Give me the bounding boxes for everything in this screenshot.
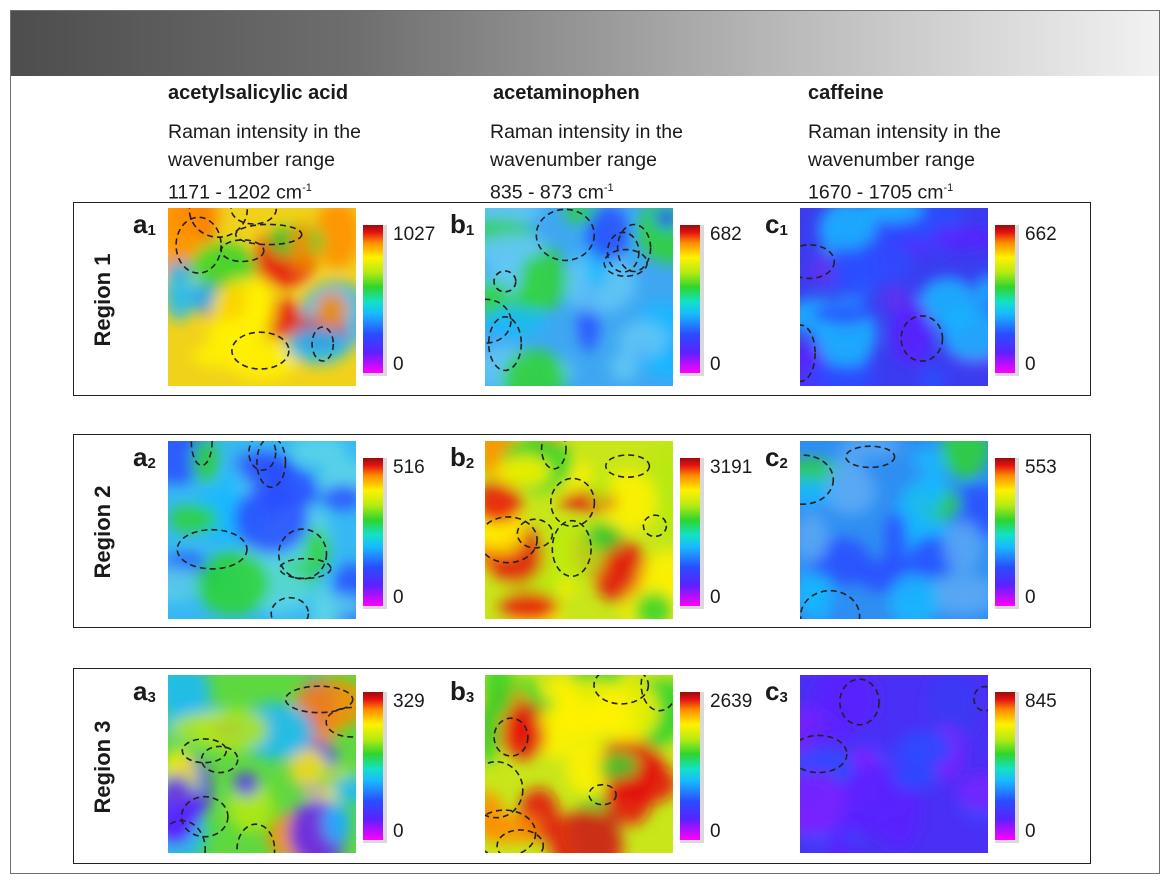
colorbar	[680, 225, 704, 376]
colorbar-max-label: 682	[710, 224, 742, 245]
colorbar	[363, 692, 387, 843]
panel-label-a3: a3	[133, 676, 156, 706]
wavenumber-range: 835 - 873 cm-1	[490, 181, 614, 204]
description-line: wavenumber range	[490, 149, 657, 171]
column-title-caffeine: caffeine	[808, 82, 884, 104]
colorbar	[363, 225, 387, 376]
region-box-3	[73, 668, 1091, 864]
panel-label-c3: c3	[765, 676, 788, 706]
description-line: wavenumber range	[808, 149, 975, 171]
colorbar-min-label: 0	[393, 821, 404, 842]
wavenumber-range: 1670 - 1705 cm-1	[808, 181, 954, 204]
panel-label-a2: a2	[133, 442, 156, 472]
column-description: Raman intensity in the wavenumber range …	[490, 118, 683, 207]
colorbar	[680, 458, 704, 609]
column-title-acetylsalicylic-acid: acetylsalicylic acid	[168, 82, 349, 104]
raman-map-b2	[485, 441, 673, 619]
description-line: Raman intensity in the	[808, 121, 1001, 143]
colorbar-min-label: 0	[393, 587, 404, 608]
colorbar-min-label: 0	[710, 587, 721, 608]
panel-label-b1: b1	[450, 209, 475, 239]
colorbar-min-label: 0	[1025, 587, 1036, 608]
colorbar-max-label: 553	[1025, 457, 1057, 478]
colorbar	[995, 458, 1019, 609]
colorbar-min-label: 0	[710, 354, 721, 375]
raman-map-b3	[485, 675, 673, 853]
region-label-3: Region 3	[90, 720, 115, 814]
raman-map-c2	[800, 441, 988, 619]
colorbar-max-label: 662	[1025, 224, 1057, 245]
panel-label-a1: a1	[133, 209, 156, 239]
raman-map-b1	[485, 208, 673, 386]
panel-label-b3: b3	[450, 676, 475, 706]
colorbar	[995, 692, 1019, 843]
colorbar-min-label: 0	[710, 821, 721, 842]
colorbar-min-label: 0	[393, 354, 404, 375]
panel-label-b2: b2	[450, 442, 475, 472]
column-title-acetaminophen: acetaminophen	[493, 82, 640, 104]
colorbar-max-label: 516	[393, 457, 425, 478]
header-band	[10, 10, 1160, 76]
raman-map-c1	[800, 208, 988, 386]
colorbar-max-label: 2639	[710, 691, 753, 712]
region-label-1: Region 1	[90, 253, 115, 347]
description-line: Raman intensity in the	[490, 121, 683, 143]
description-line: Raman intensity in the	[168, 121, 361, 143]
column-description: Raman intensity in the wavenumber range …	[168, 118, 361, 207]
raman-map-a1	[168, 208, 356, 386]
description-line: wavenumber range	[168, 149, 335, 171]
wavenumber-range: 1171 - 1202 cm-1	[168, 181, 312, 204]
raman-map-c3	[800, 675, 988, 853]
colorbar-max-label: 329	[393, 691, 425, 712]
region-label-2: Region 2	[90, 485, 115, 579]
colorbar-min-label: 0	[1025, 354, 1036, 375]
colorbar	[363, 458, 387, 609]
raman-map-a3	[168, 675, 356, 853]
colorbar-max-label: 3191	[710, 457, 753, 478]
colorbar	[680, 692, 704, 843]
raman-map-a2	[168, 441, 356, 619]
column-description: Raman intensity in the wavenumber range …	[808, 118, 1001, 207]
panel-label-c1: c1	[765, 209, 788, 239]
panel-label-c2: c2	[765, 442, 788, 472]
colorbar-max-label: 845	[1025, 691, 1057, 712]
region-box-2	[73, 434, 1091, 628]
region-box-1	[73, 202, 1091, 396]
figure-frame	[10, 10, 1160, 874]
colorbar	[995, 225, 1019, 376]
colorbar-min-label: 0	[1025, 821, 1036, 842]
colorbar-max-label: 1027	[393, 224, 436, 245]
